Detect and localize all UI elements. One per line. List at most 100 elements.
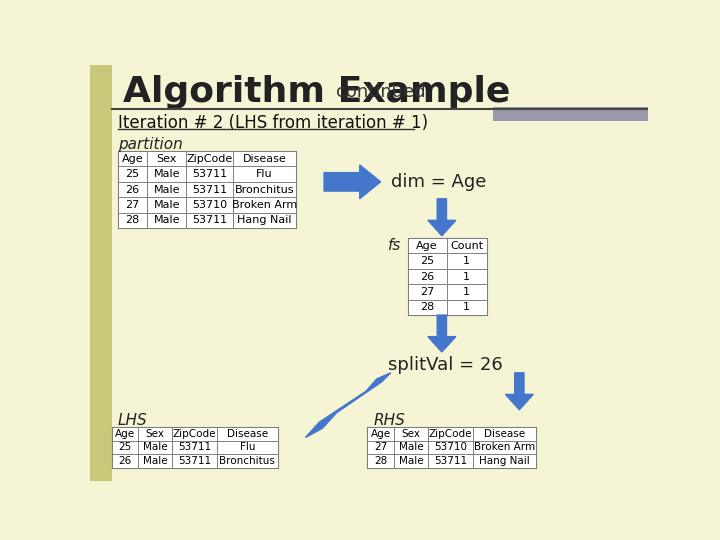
Text: 1: 1 (463, 287, 470, 297)
Bar (428, 441, 473, 455)
Bar (446, 300, 487, 315)
Text: Male: Male (143, 442, 168, 453)
Text: Age: Age (122, 154, 143, 164)
Bar (367, 427, 536, 468)
Text: 28: 28 (420, 302, 434, 312)
Text: 53711: 53711 (178, 442, 211, 453)
Text: 27: 27 (420, 287, 434, 297)
Bar (446, 269, 487, 284)
Text: 28: 28 (374, 456, 387, 467)
Bar (233, 166, 296, 182)
Bar (148, 197, 186, 213)
Bar (186, 166, 233, 182)
Bar (186, 182, 233, 197)
Bar (118, 213, 148, 228)
Text: Disease: Disease (484, 429, 525, 438)
Bar (112, 455, 138, 468)
Bar (408, 238, 487, 315)
Text: 28: 28 (125, 215, 140, 225)
Text: Age: Age (416, 241, 438, 251)
Bar (118, 151, 296, 228)
Text: Male: Male (399, 442, 423, 453)
Bar (446, 284, 487, 300)
Text: 1: 1 (463, 256, 470, 266)
Bar (428, 427, 473, 441)
Bar (473, 441, 536, 455)
Text: Age: Age (114, 429, 135, 438)
Text: Male: Male (153, 200, 180, 210)
Text: 27: 27 (125, 200, 140, 210)
Text: 53711: 53711 (192, 169, 227, 179)
Polygon shape (305, 373, 391, 437)
Text: Broken Arm: Broken Arm (474, 442, 535, 453)
Bar (408, 253, 446, 269)
Bar (367, 441, 394, 455)
Bar (446, 238, 487, 253)
Bar (233, 213, 296, 228)
Bar (138, 427, 172, 441)
Bar (428, 455, 473, 468)
Bar (408, 284, 446, 300)
Text: Male: Male (143, 456, 168, 467)
Bar (148, 151, 186, 166)
Text: fs: fs (388, 238, 402, 253)
Text: partition: partition (118, 137, 183, 152)
Bar (217, 427, 277, 441)
Text: Broken Arm: Broken Arm (232, 200, 297, 210)
Bar (217, 441, 277, 455)
Text: splitVal = 26: splitVal = 26 (388, 356, 503, 374)
Text: Count: Count (450, 241, 483, 251)
Text: ZipCode: ZipCode (186, 154, 233, 164)
Text: continued: continued (336, 83, 426, 101)
Bar (112, 427, 277, 468)
Bar (172, 455, 217, 468)
Bar (367, 455, 394, 468)
Text: LHS: LHS (118, 413, 148, 428)
Bar (446, 253, 487, 269)
Text: Male: Male (153, 185, 180, 194)
Bar (148, 166, 186, 182)
Text: Algorithm Example: Algorithm Example (122, 75, 510, 109)
Text: 53710: 53710 (192, 200, 227, 210)
Text: 53710: 53710 (434, 442, 467, 453)
Text: 26: 26 (118, 456, 132, 467)
Text: 25: 25 (125, 169, 140, 179)
Bar (394, 441, 428, 455)
Bar (118, 166, 148, 182)
Text: Disease: Disease (243, 154, 287, 164)
Bar (473, 427, 536, 441)
Text: Flu: Flu (240, 442, 255, 453)
Text: Male: Male (153, 215, 180, 225)
Text: Sex: Sex (156, 154, 177, 164)
Bar (118, 182, 148, 197)
Bar (118, 151, 148, 166)
Polygon shape (428, 315, 456, 352)
Bar (90, 65, 112, 481)
Text: Bronchitus: Bronchitus (235, 185, 294, 194)
Text: Male: Male (153, 169, 180, 179)
Bar (148, 213, 186, 228)
Bar (408, 238, 446, 253)
Bar (394, 427, 428, 441)
Text: Sex: Sex (145, 429, 165, 438)
Bar (408, 300, 446, 315)
Text: 25: 25 (420, 256, 434, 266)
Text: Bronchitus: Bronchitus (220, 456, 275, 467)
Bar (186, 213, 233, 228)
Bar (112, 427, 138, 441)
Text: Sex: Sex (401, 429, 420, 438)
Bar (138, 441, 172, 455)
Text: 1: 1 (463, 272, 470, 281)
Bar (233, 182, 296, 197)
Bar (217, 455, 277, 468)
Bar (233, 151, 296, 166)
Bar (493, 107, 648, 121)
Bar (473, 455, 536, 468)
Bar (172, 427, 217, 441)
Text: RHS: RHS (374, 413, 405, 428)
Text: Hang Nail: Hang Nail (237, 215, 292, 225)
Text: 53711: 53711 (178, 456, 211, 467)
Bar (138, 455, 172, 468)
Text: Male: Male (399, 456, 423, 467)
Bar (172, 441, 217, 455)
